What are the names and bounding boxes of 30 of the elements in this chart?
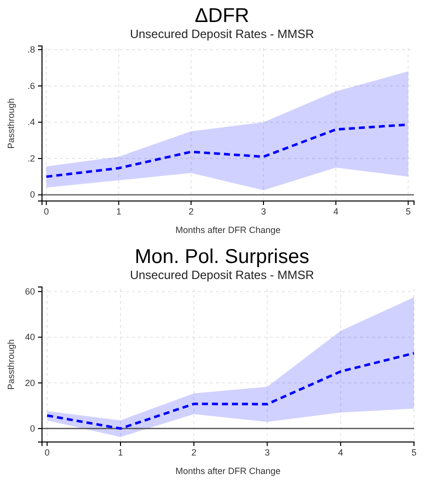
line-series [46,352,416,430]
x-tick-label: 4 [338,447,344,458]
y-axis-title: Passthrough [6,339,16,390]
y-tick-label: .2 [27,153,35,164]
x-axis-title: Months after DFR Change [175,466,281,476]
x-tick-label: 1 [116,206,122,216]
y-tick-label: 40 [24,332,35,342]
chart-subtitle: Unsecured Deposit Rates - MMSR [130,268,314,282]
chart-subtitle: Unsecured Deposit Rates - MMSR [130,27,314,41]
x-tick-label: 1 [118,447,124,458]
y-tick-label: 60 [24,286,35,296]
chart-title: ΔDFR [194,5,250,27]
x-tick-label: 2 [191,447,196,458]
y-axis-title: Passthrough [6,98,16,149]
y-tick-label: .4 [27,117,35,128]
x-tick-label: 0 [44,447,50,458]
x-tick-label: 5 [411,447,417,458]
x-tick-label: 3 [260,206,266,216]
y-tick-label: 20 [24,378,35,388]
x-tick-label: 3 [264,447,270,458]
y-tick-label: .6 [27,80,35,91]
y-tick-label: 0 [30,423,35,434]
y-tick-label: 0 [30,190,35,200]
x-tick-label: 4 [333,206,338,216]
x-tick-label: 5 [406,206,411,216]
x-axis-title: Months after DFR Change [175,225,281,235]
y-tick-label: .8 [27,44,35,55]
chart-title: Mon. Pol. Surprises [134,246,310,268]
x-tick-label: 2 [188,206,194,216]
x-tick-label: 0 [44,206,49,216]
